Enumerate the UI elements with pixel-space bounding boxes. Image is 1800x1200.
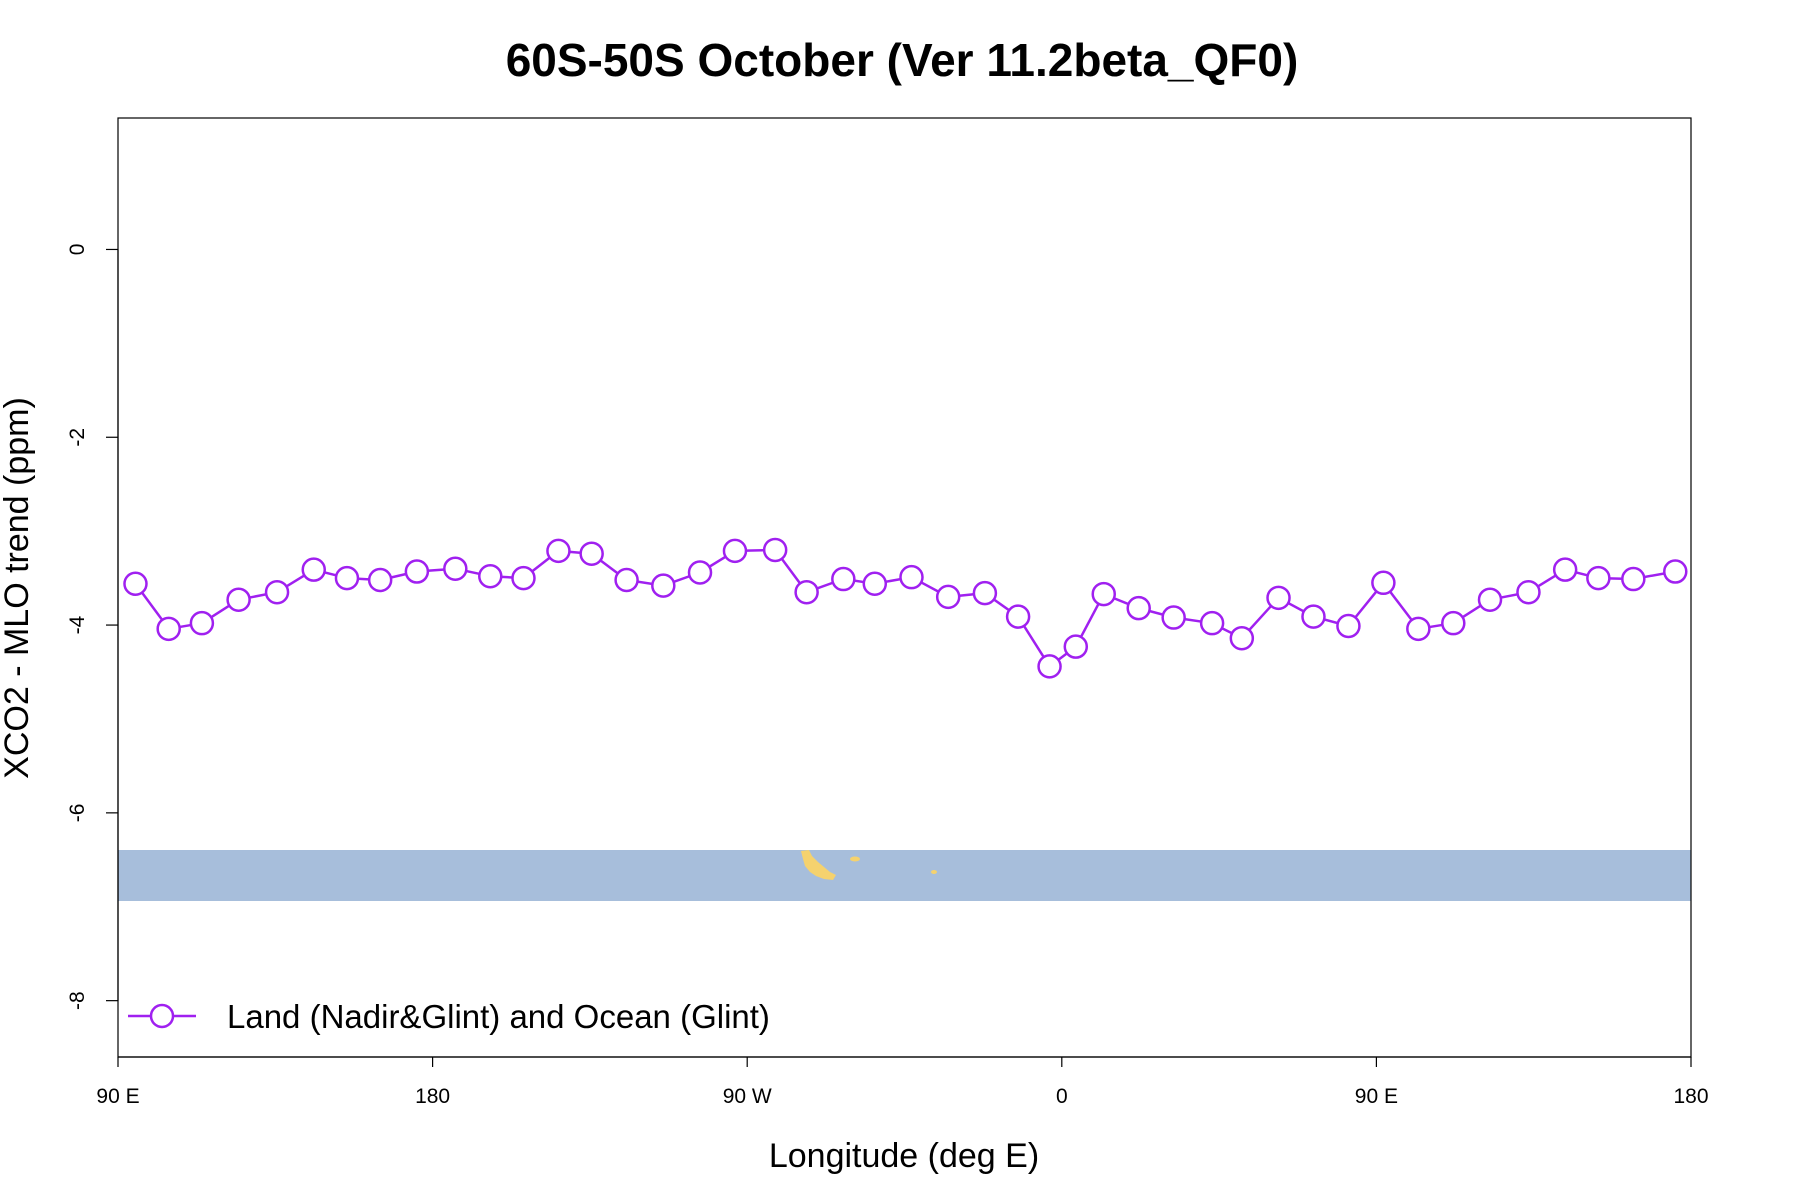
data-point [614, 567, 639, 593]
data-point [1091, 581, 1116, 607]
data-point [334, 565, 360, 591]
data-point [899, 564, 924, 590]
data-point [301, 557, 327, 582]
chart-title: 60S-50S October (Ver 11.2beta_QF0) [506, 34, 1299, 86]
data-point [264, 579, 290, 605]
data-point [1336, 613, 1361, 639]
data-point [1552, 557, 1578, 582]
data-point [1477, 587, 1503, 612]
y-tick-label: -4 [66, 615, 89, 634]
data-point [722, 538, 748, 564]
data-point [1266, 585, 1291, 611]
data-point [1301, 604, 1326, 629]
legend: Land (Nadir&Glint) and Ocean (Glint) [128, 998, 770, 1035]
data-point [972, 580, 998, 606]
data-point [794, 579, 819, 605]
y-tick-label: -2 [66, 428, 89, 447]
data-point [1371, 570, 1396, 596]
data-point [1586, 565, 1611, 591]
map-land-south-america-tip [801, 850, 836, 880]
map-land-south-georgia [931, 870, 937, 874]
data-point [935, 584, 961, 610]
data-point [511, 565, 536, 591]
data-point [687, 560, 713, 585]
y-tick-label: -8 [66, 991, 89, 1010]
data-point [443, 556, 468, 581]
data-point [1516, 579, 1541, 605]
y-tick-label: -6 [66, 804, 89, 823]
data-point [189, 610, 215, 636]
x-tick-label: 0 [1056, 1085, 1068, 1108]
y-tick-label: 0 [66, 244, 89, 256]
data-point [1005, 604, 1031, 629]
series-layer [123, 537, 1688, 679]
y-axis: 0 -2 -4 -6 -8 [66, 244, 119, 1010]
data-point [1663, 559, 1688, 584]
x-tick-label: 90 E [96, 1085, 139, 1108]
data-point [1126, 595, 1151, 621]
data-point [1406, 616, 1431, 642]
map-land-falklands [850, 856, 860, 862]
data-point [1063, 634, 1089, 659]
data-point [156, 616, 181, 642]
data-point [226, 587, 251, 612]
data-point [123, 571, 148, 596]
data-point [1037, 654, 1062, 679]
y-axis-label: XCO2 - MLO trend (ppm) [0, 397, 36, 779]
x-tick-label: 90 W [723, 1085, 772, 1108]
x-tick-label: 180 [415, 1085, 450, 1108]
data-point [367, 567, 393, 593]
x-tick-label: 90 E [1355, 1085, 1398, 1108]
data-point [404, 559, 430, 584]
data-point [831, 566, 856, 592]
legend-marker-swatch [149, 1003, 175, 1029]
data-point [546, 538, 571, 564]
data-point [1161, 605, 1186, 630]
data-point [651, 573, 676, 598]
legend-label: Land (Nadir&Glint) and Ocean (Glint) [227, 998, 770, 1035]
map-strip [118, 850, 1691, 901]
data-point [1229, 625, 1255, 651]
x-axis-label: Longitude (deg E) [769, 1137, 1039, 1175]
map-ocean-band [118, 850, 1691, 901]
data-point [1441, 610, 1466, 636]
data-point [862, 571, 888, 596]
data-point [1199, 610, 1225, 636]
data-point [478, 563, 503, 589]
data-point [579, 541, 604, 566]
x-axis: 90 E 180 90 W 0 90 E 180 [96, 1056, 1709, 1108]
x-tick-label: 180 [1673, 1085, 1708, 1108]
data-point [1621, 566, 1646, 592]
data-point [762, 537, 788, 563]
